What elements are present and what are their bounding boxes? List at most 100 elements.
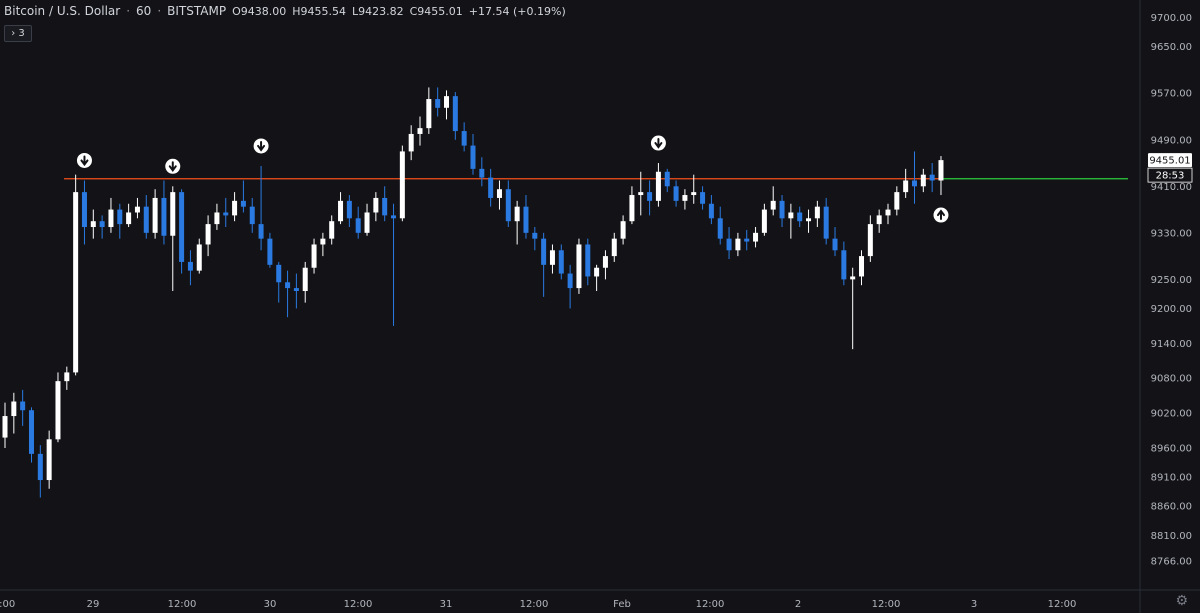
candle-body: [841, 250, 847, 280]
candle-body: [223, 212, 229, 216]
arrow-down-icon: [654, 138, 663, 149]
candle-body: [391, 215, 397, 219]
symbol-name[interactable]: Bitcoin / U.S. Dollar: [4, 4, 121, 18]
candle-body: [417, 128, 423, 134]
candle-body: [126, 212, 132, 225]
candle-body: [452, 96, 458, 132]
candle-body: [823, 206, 829, 239]
time-tick-label: 12:00: [872, 599, 901, 610]
candle-body: [232, 200, 238, 216]
price-tick-label: 9650.00: [1151, 42, 1192, 53]
candle-body: [267, 238, 273, 265]
candle-body: [258, 224, 264, 239]
time-tick-label: 12:00: [520, 599, 549, 610]
candle-body: [81, 192, 87, 228]
exchange-label: BITSTAMP: [167, 4, 227, 18]
candle-body: [399, 151, 405, 219]
candle-body: [143, 206, 149, 233]
candle-body: [117, 209, 123, 225]
time-tick-label: 2: [795, 599, 801, 610]
candle-body: [28, 410, 34, 454]
candle-body: [655, 171, 661, 201]
candle-body: [532, 232, 538, 239]
candle-body: [355, 218, 361, 233]
candle-body: [620, 221, 626, 239]
candle-body: [64, 372, 70, 382]
settings-gear-icon[interactable]: ⚙: [1175, 593, 1188, 609]
candle-body: [673, 186, 679, 201]
candle-body: [894, 192, 900, 210]
candle-body: [744, 238, 750, 242]
candle-body: [187, 261, 193, 271]
price-tick-label: 9570.00: [1151, 89, 1192, 100]
candle-body: [567, 273, 573, 289]
countdown-box: [1147, 167, 1193, 183]
time-tick-label: 29: [87, 599, 100, 610]
candle-body: [293, 288, 299, 291]
arrow-down-icon: [257, 140, 266, 152]
candle-body: [664, 171, 670, 187]
change-value: +17.54 (+0.19%): [468, 4, 566, 18]
price-tick-label: 9490.00: [1151, 135, 1192, 146]
time-tick-label: 12:00: [1048, 599, 1077, 610]
candle-body: [859, 256, 865, 277]
candle-body: [170, 192, 176, 236]
candle-body: [691, 192, 697, 196]
candle-body: [806, 218, 812, 222]
close-value: C9455.01: [409, 4, 463, 18]
candle-body: [611, 238, 617, 257]
candle-body: [602, 256, 608, 268]
candle-body: [496, 189, 502, 198]
last-price-label: 9455.01: [1149, 156, 1190, 167]
candle-body: [346, 200, 352, 219]
candle-body: [302, 267, 308, 291]
candle-body: [444, 96, 449, 108]
candle-body: [205, 224, 211, 245]
candle-body: [214, 212, 220, 225]
candle-body: [779, 200, 785, 219]
price-tick-label: 9250.00: [1151, 275, 1192, 286]
candle-body: [37, 453, 43, 481]
price-tick-label: 9200.00: [1151, 304, 1192, 315]
candle-body: [152, 197, 158, 233]
candle-body: [903, 180, 909, 193]
time-tick-label: 3: [971, 599, 977, 610]
time-tick-label: 12:00: [696, 599, 725, 610]
candle-body: [408, 133, 414, 152]
candle-body: [647, 192, 653, 201]
price-tick-label: 9080.00: [1151, 374, 1192, 385]
candle-body: [90, 221, 96, 228]
price-tick-label: 8960.00: [1151, 444, 1192, 455]
time-tick-label: 30: [264, 599, 277, 610]
candle-body: [761, 209, 767, 233]
candle-body: [911, 180, 917, 187]
countdown-label: 28:53: [1156, 171, 1185, 182]
chart-legend: Bitcoin / U.S. Dollar · 60 · BITSTAMP O9…: [4, 4, 566, 18]
candle-body: [55, 381, 61, 440]
time-tick-label: Feb: [613, 599, 631, 610]
candle-body: [920, 174, 926, 187]
candle-body: [576, 244, 582, 289]
candle-body: [797, 212, 803, 222]
candle-body: [285, 282, 291, 289]
price-tick-label: 8910.00: [1151, 473, 1192, 484]
candle-body: [73, 192, 79, 373]
candle-body: [682, 195, 688, 201]
candle-body: [435, 99, 441, 108]
last-price-box: [1148, 153, 1192, 168]
candle-body: [2, 416, 8, 438]
candle-body: [240, 200, 246, 207]
interval-label[interactable]: 60: [136, 4, 152, 18]
candle-body: [320, 238, 326, 245]
candle-body: [461, 131, 467, 146]
candle-body: [867, 224, 873, 257]
candle-body: [523, 206, 529, 233]
candle-body: [46, 439, 52, 481]
candle-body: [108, 209, 114, 228]
indicators-collapse-button[interactable]: › 3: [4, 25, 32, 42]
candle-body: [788, 212, 794, 219]
candle-body: [364, 212, 370, 233]
high-value: H9455.54: [292, 4, 346, 18]
